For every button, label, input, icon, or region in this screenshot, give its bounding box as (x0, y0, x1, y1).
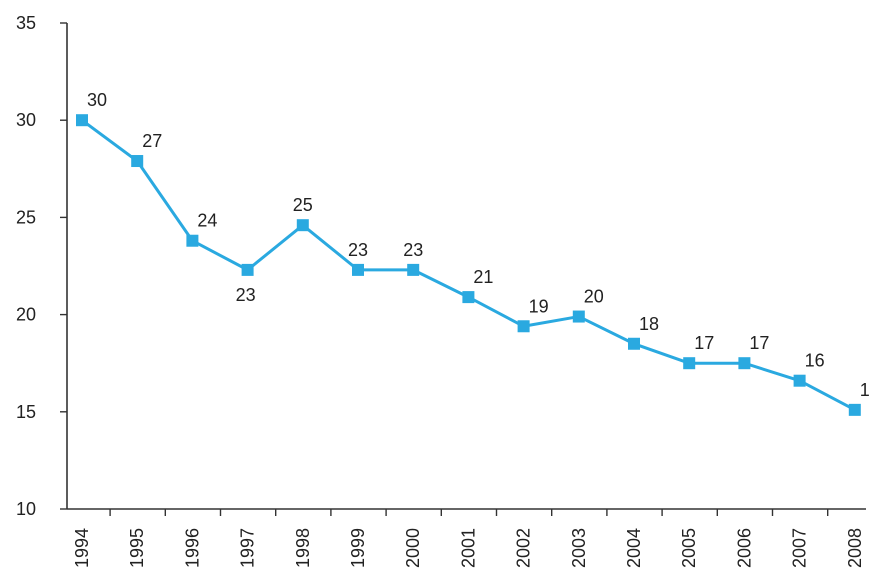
x-tick-label: 2006 (734, 528, 754, 568)
x-tick-label: 2001 (458, 528, 478, 568)
y-axis: 10 15 20 25 30 35 (16, 13, 67, 519)
y-tick-label: 30 (16, 110, 36, 130)
data-label: 17 (694, 333, 714, 353)
data-labels: 30 27 24 23 25 23 23 21 19 20 18 17 17 16 15 (87, 90, 869, 400)
x-tick-label: 2002 (514, 528, 534, 568)
y-tick-label: 15 (16, 402, 36, 422)
x-tick-label: 1994 (72, 528, 92, 568)
data-label: 25 (293, 195, 313, 215)
data-label: 21 (473, 267, 493, 287)
x-tick-label: 1995 (127, 528, 147, 568)
x-tick-label: 2008 (845, 528, 865, 568)
y-tick-label: 10 (16, 499, 36, 519)
data-label: 27 (142, 131, 162, 151)
data-label: 24 (197, 211, 217, 231)
data-point-marker (793, 374, 806, 387)
data-label: 23 (348, 240, 368, 260)
x-tick-label: 2004 (624, 528, 644, 568)
series-group (76, 114, 861, 416)
data-point-marker (572, 310, 585, 323)
data-label: 17 (749, 333, 769, 353)
x-tick-label: 1996 (182, 528, 202, 568)
x-axis: 1994 1995 1996 1997 1998 1999 2000 2001 2002 2003… (72, 509, 865, 568)
data-label: 30 (87, 90, 107, 110)
data-label: 19 (529, 296, 549, 316)
y-tick-label: 20 (16, 305, 36, 325)
data-point-marker (131, 155, 144, 168)
x-tick-label: 2000 (403, 528, 423, 568)
data-label: 23 (236, 285, 256, 305)
y-tick-label: 25 (16, 207, 36, 227)
data-label: 20 (584, 287, 604, 307)
data-label: 18 (639, 314, 659, 334)
x-tick-label: 1998 (293, 528, 313, 568)
data-label: 23 (403, 240, 423, 260)
data-point-marker (517, 320, 530, 333)
x-tick-label: 1999 (348, 528, 368, 568)
data-point-marker (186, 234, 199, 247)
data-point-marker (462, 291, 475, 304)
data-label: 15 (860, 380, 869, 400)
data-point-marker (738, 357, 751, 370)
data-point-marker (76, 114, 88, 127)
data-point-marker (407, 263, 420, 276)
data-point-marker (848, 403, 861, 416)
data-point-marker (296, 219, 309, 232)
data-label: 16 (805, 351, 825, 371)
data-point-marker (352, 263, 364, 276)
x-tick-label: 1997 (238, 528, 258, 568)
data-point-marker (683, 357, 696, 370)
x-tick-label: 2007 (790, 528, 810, 568)
data-point-marker (241, 263, 254, 276)
data-point-marker (628, 337, 640, 350)
y-tick-label: 35 (16, 13, 36, 33)
x-tick-label: 2003 (569, 528, 589, 568)
x-tick-label: 2005 (679, 528, 699, 568)
